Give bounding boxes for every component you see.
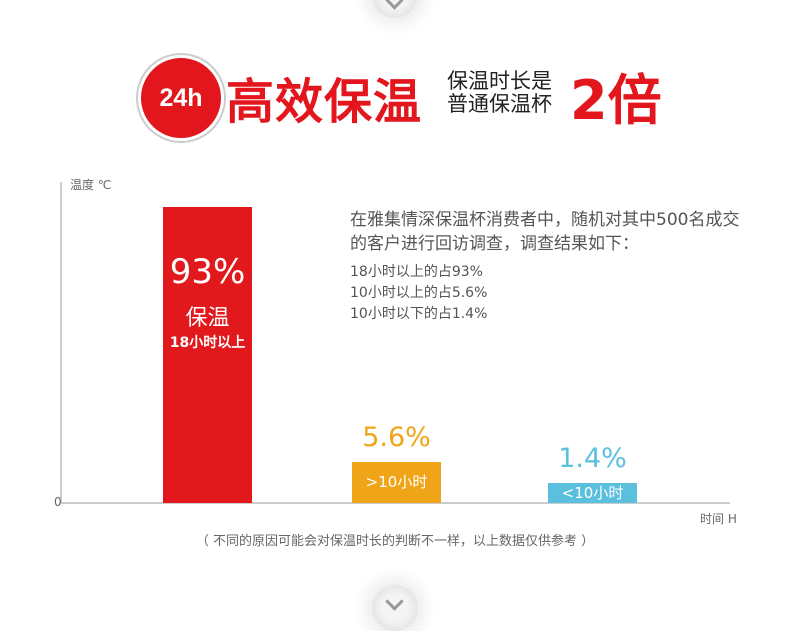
24h-badge: 24h xyxy=(138,55,224,141)
bar-text: >10小时 xyxy=(365,473,428,491)
bar-text: <10小时 xyxy=(561,484,624,502)
bar-subtext: 18小时以上 xyxy=(169,335,246,351)
badge-text: 24h xyxy=(159,83,203,112)
headline: 高效保温 xyxy=(226,74,423,130)
decorative-chevron-top xyxy=(372,0,418,18)
y-axis-label: 温度 ℃ xyxy=(70,178,112,192)
footnote: （ 不同的原因可能会对保温时长的判断不一样，以上数据仅供参考 ） xyxy=(195,534,595,549)
value-label: 93% xyxy=(169,252,246,292)
survey-intro: 在雅集情深保温杯消费者中，随机对其中500名成交的客户进行回访调查，调查结果如下… xyxy=(350,210,740,254)
decorative-chevron-bottom xyxy=(372,585,418,631)
y-origin-label: 0 xyxy=(54,495,62,509)
subtitle: 保温时长是 普通保温杯 xyxy=(447,70,552,116)
bar-text: 保温 xyxy=(185,306,230,331)
bar-2: <10小时 xyxy=(548,483,637,503)
stat-line: 10小时以下的占1.4% xyxy=(350,306,488,322)
survey-stats: 18小时以上的占93% 10小时以上的占5.6% 10小时以下的占1.4% xyxy=(350,262,487,325)
subtitle-line: 普通保温杯 xyxy=(447,92,552,116)
bar-0: 93% 保温 18小时以上 xyxy=(163,207,252,503)
stat-line: 18小时以上的占93% xyxy=(350,264,483,280)
multiplier: 2倍 xyxy=(570,69,662,132)
x-axis-label: 时间 H xyxy=(700,512,737,526)
value-label: 1.4% xyxy=(558,443,627,474)
subtitle-line: 保温时长是 xyxy=(447,69,552,93)
y-axis xyxy=(60,182,62,504)
stat-line: 10小时以上的占5.6% xyxy=(350,285,488,301)
x-axis xyxy=(60,502,730,504)
bar-1: >10小时 xyxy=(352,462,441,503)
value-label: 5.6% xyxy=(362,422,431,453)
